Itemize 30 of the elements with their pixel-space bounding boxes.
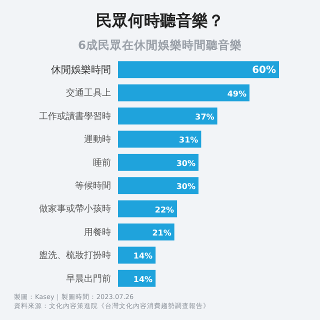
chart-title: 民眾何時聽音樂？ xyxy=(96,11,224,30)
data-label: 60% xyxy=(252,65,276,76)
bar xyxy=(118,224,174,240)
bar xyxy=(118,108,218,124)
y-tick-label: 早晨出門前 xyxy=(66,273,111,284)
data-label: 22% xyxy=(154,205,174,214)
y-tick-label: 運動時 xyxy=(84,134,111,146)
y-tick-label: 用餐時 xyxy=(84,226,111,238)
data-label: 14% xyxy=(133,274,153,284)
data-label: 31% xyxy=(179,136,198,145)
bar xyxy=(118,177,198,194)
y-tick-label: 睡前 xyxy=(93,157,111,168)
data-label: 37% xyxy=(195,112,214,122)
y-tick-label: 交通工具上 xyxy=(66,88,111,99)
bar xyxy=(118,154,198,171)
bar xyxy=(118,84,250,102)
bar xyxy=(118,200,178,218)
y-tick-label: 工作或讀書學習時 xyxy=(39,110,111,122)
data-label: 21% xyxy=(152,228,172,238)
bar xyxy=(118,61,279,78)
y-tick-label: 等候時間 xyxy=(75,180,111,192)
chart-subtitle: 6成民眾在休閒娛樂時間聽音樂 xyxy=(78,38,242,52)
data-label: 30% xyxy=(176,182,196,192)
bar xyxy=(118,130,202,148)
data-label: 30% xyxy=(176,158,196,168)
y-tick-label: 休閒娛樂時間 xyxy=(51,64,111,76)
y-tick-label: 盥洗、梳妝打扮時 xyxy=(39,250,111,262)
data-label: 49% xyxy=(227,89,246,98)
y-tick-label: 做家事或帶小孩時 xyxy=(39,204,111,215)
data-label: 14% xyxy=(133,252,153,261)
